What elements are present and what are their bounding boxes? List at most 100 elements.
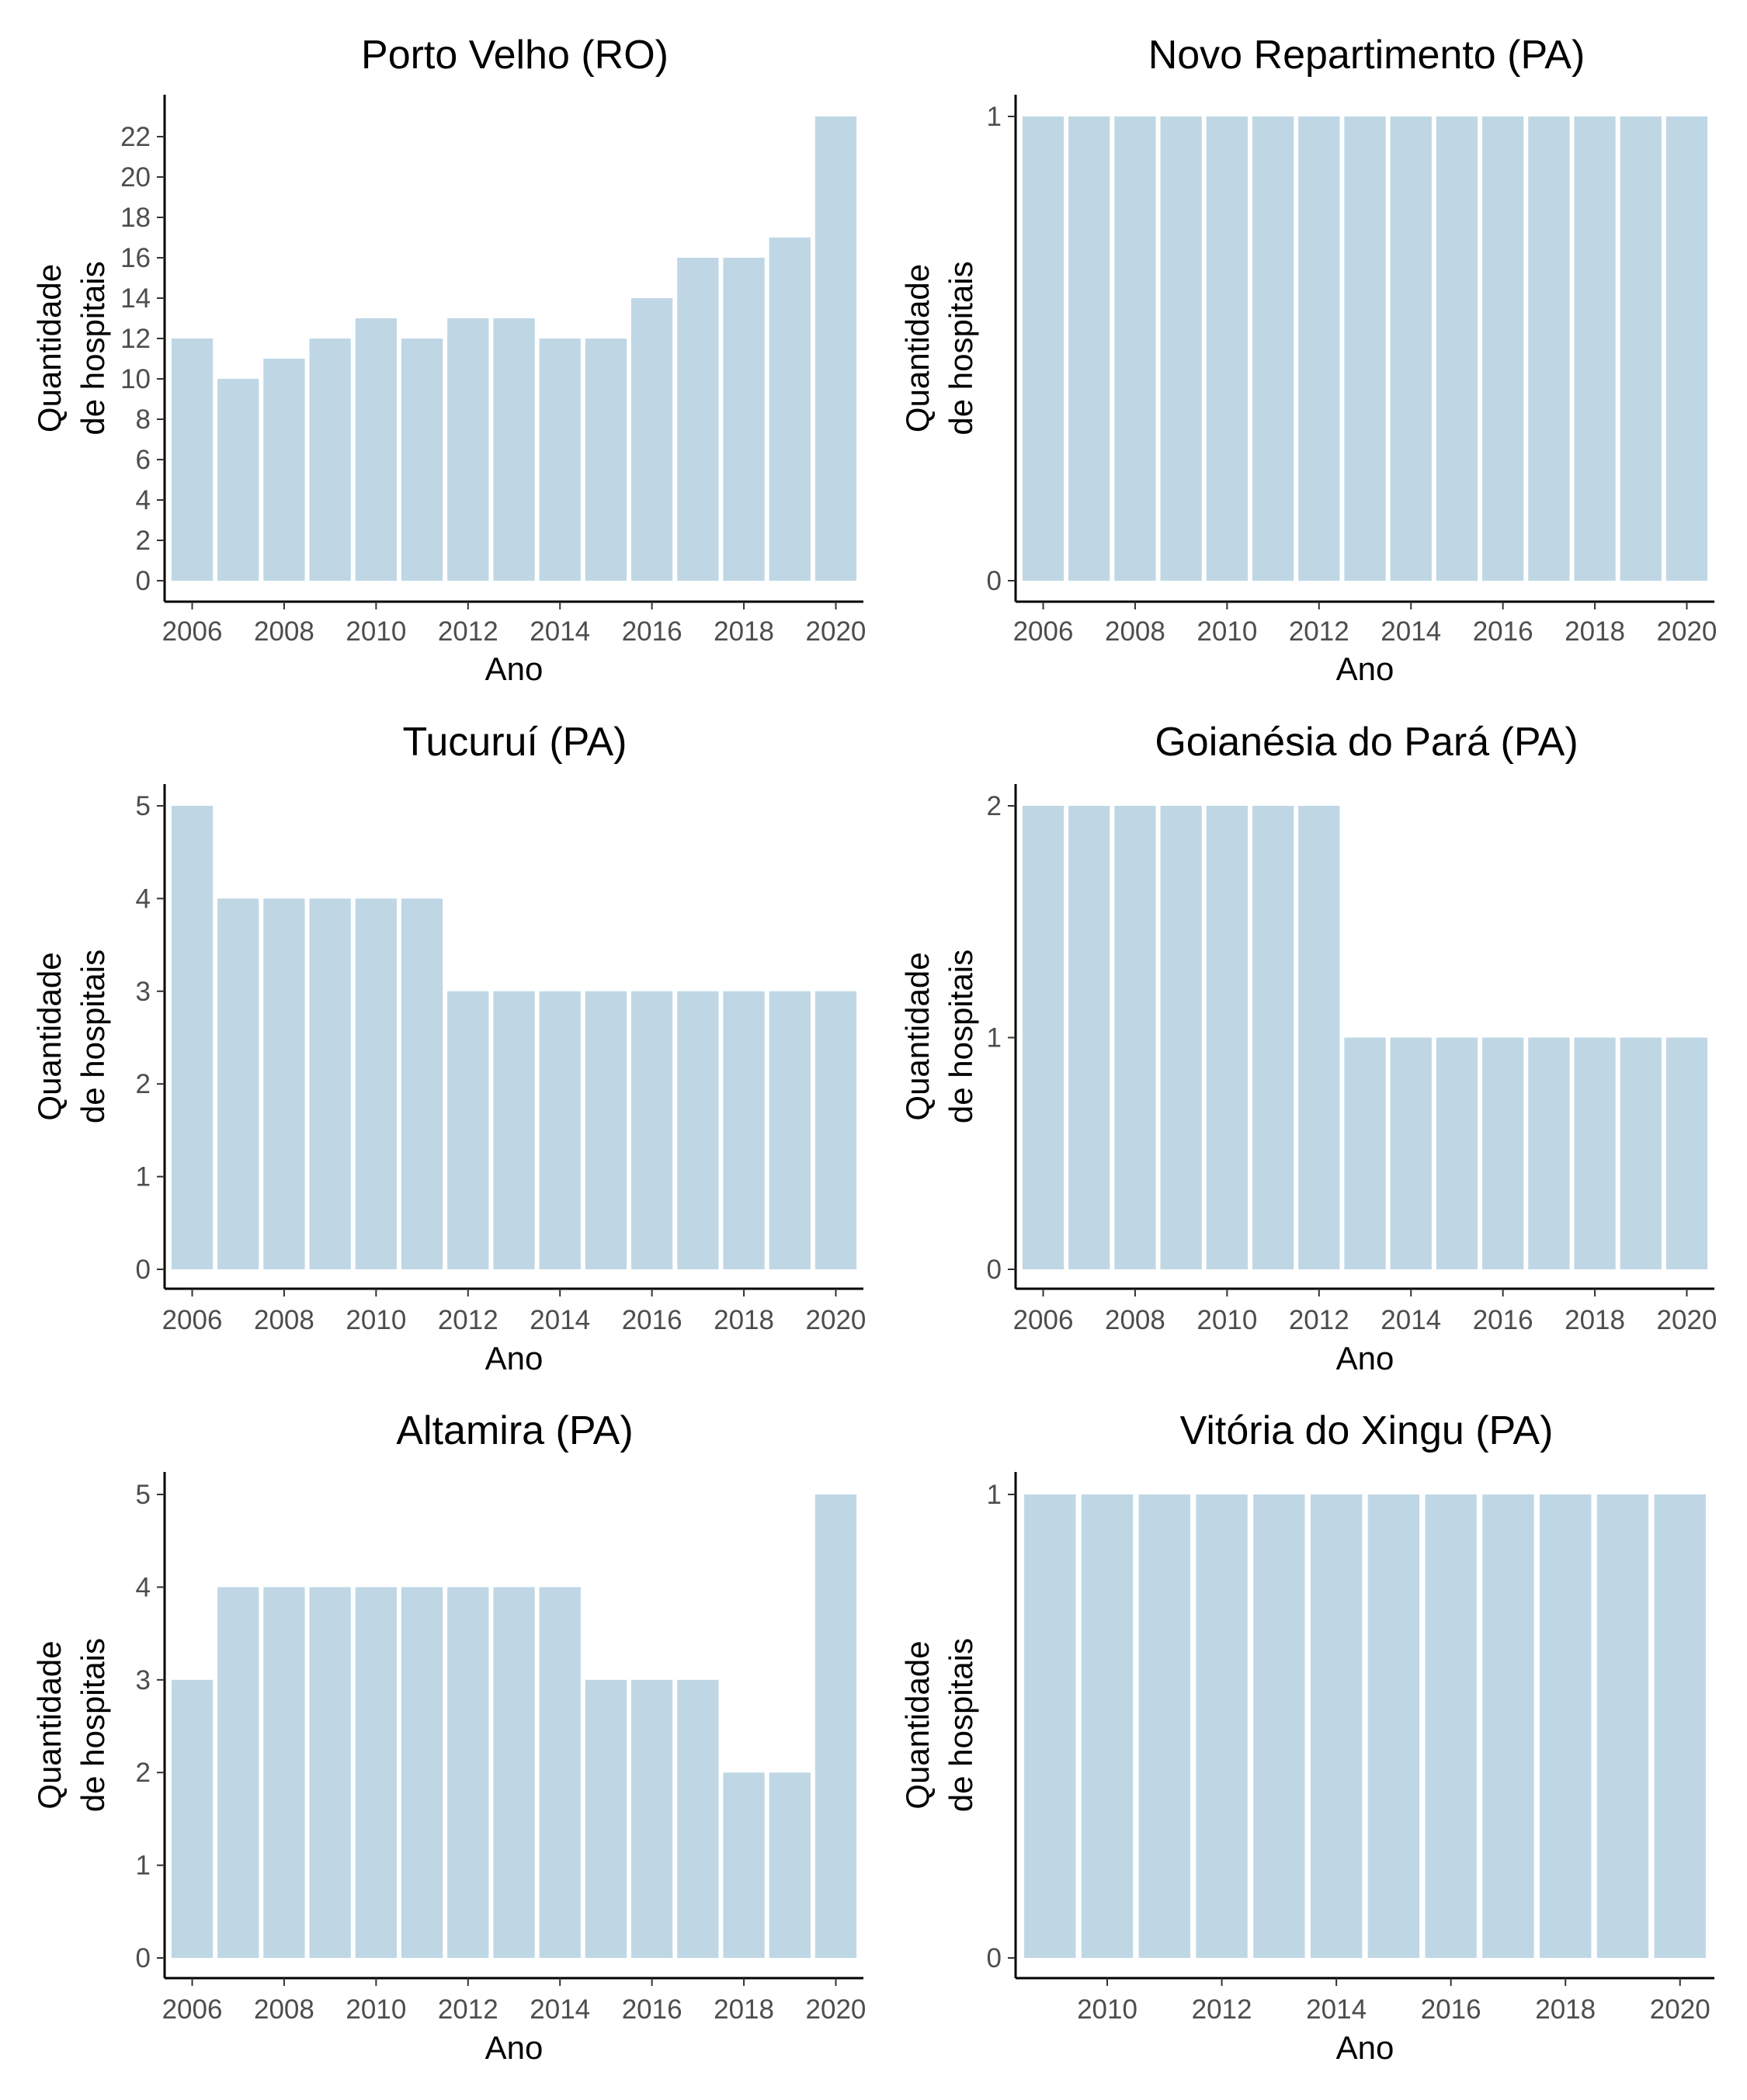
x-tick-label: 2016: [622, 1305, 682, 1335]
x-tick-label: 2020: [1650, 1994, 1711, 2025]
y-tick-label: 2: [136, 526, 151, 556]
y-tick-label: 1: [987, 1023, 1002, 1053]
x-tick-label: 2012: [438, 1305, 498, 1335]
bar-2013: [493, 991, 535, 1269]
y-tick-label: 2: [136, 1758, 151, 1788]
bar-2012: [447, 991, 489, 1269]
x-tick-label: 2016: [1473, 1305, 1533, 1335]
x-tick-label: 2006: [162, 1305, 223, 1335]
bar-2016: [1481, 1037, 1524, 1269]
y-tick-label: 4: [136, 485, 151, 515]
bar-2019: [1620, 1037, 1662, 1269]
bar-2007: [1068, 116, 1110, 581]
bar-2020: [814, 991, 857, 1269]
y-tick-label: 1: [136, 1851, 151, 1881]
x-tick-label: 2010: [1077, 1994, 1137, 2025]
panel-title: Porto Velho (RO): [361, 33, 669, 78]
y-axis-title: de hospitais: [943, 261, 979, 435]
bar-2013: [493, 318, 535, 581]
bar-2010: [1206, 116, 1249, 581]
panel-0: Porto Velho (RO) 0 2 4 6 8 10 12 14 16 18 20 22 2006 2…: [31, 33, 866, 687]
x-tick-label: 2016: [622, 616, 682, 647]
panel-title: Altamira (PA): [396, 1408, 633, 1453]
bar-2009: [1160, 806, 1202, 1269]
y-tick-label: 2: [136, 1069, 151, 1099]
x-tick-label: 2020: [806, 616, 867, 647]
y-tick-label: 4: [136, 1572, 151, 1602]
y-tick-label: 10: [120, 364, 151, 394]
x-tick-label: 2014: [530, 1305, 590, 1335]
x-tick-label: 2018: [1565, 616, 1625, 647]
x-tick-label: 2008: [1105, 1305, 1165, 1335]
panel-title: Tucuruí (PA): [403, 720, 627, 765]
x-tick-label: 2016: [622, 1994, 682, 2025]
bar-2008: [1114, 116, 1156, 581]
x-tick-label: 2010: [346, 1305, 406, 1335]
bar-2017: [1482, 1494, 1534, 1958]
bar-2008: [263, 898, 305, 1269]
x-tick-label: 2018: [714, 616, 774, 647]
bar-2017: [1528, 116, 1570, 581]
bar-2006: [1022, 116, 1065, 581]
bar-2011: [401, 1587, 443, 1958]
bar-2010: [355, 1587, 398, 1958]
x-tick-label: 2020: [806, 1305, 867, 1335]
bar-2017: [1528, 1037, 1570, 1269]
bar-2014: [1310, 1494, 1363, 1958]
bar-2011: [401, 898, 443, 1269]
x-axis-title: Ano: [485, 2029, 544, 2066]
x-axis-title: Ano: [1336, 1340, 1394, 1376]
bar-2006: [171, 338, 214, 581]
bar-2012: [447, 318, 489, 581]
y-axis-title: Quantidade: [899, 952, 936, 1120]
y-tick-label: 14: [120, 283, 151, 314]
y-tick-label: 5: [136, 1480, 151, 1510]
bar-2009: [1160, 116, 1202, 581]
panel-1: Novo Repartimento (PA) 0 1 2006 2008 2010 2012…: [899, 33, 1717, 687]
y-axis-title: Quantidade: [31, 952, 68, 1120]
y-axis-title: de hospitais: [943, 949, 979, 1123]
y-tick-label: 2: [987, 791, 1002, 821]
y-axis-title: Quantidade: [899, 1640, 936, 1809]
x-tick-label: 2006: [1013, 1305, 1074, 1335]
x-tick-label: 2016: [1421, 1994, 1481, 2025]
bar-2019: [1620, 116, 1662, 581]
bar-2013: [1344, 116, 1386, 581]
bar-2011: [1252, 806, 1294, 1269]
x-tick-label: 2020: [1657, 1305, 1717, 1335]
bar-2010: [355, 318, 398, 581]
bar-2016: [630, 1679, 673, 1958]
bar-2016: [630, 298, 673, 581]
x-tick-label: 2010: [1197, 1305, 1257, 1335]
bar-2008: [263, 359, 305, 581]
bar-2009: [309, 338, 351, 581]
y-tick-label: 5: [136, 791, 151, 821]
x-tick-label: 2018: [714, 1305, 774, 1335]
y-axis-title: Quantidade: [899, 264, 936, 432]
bar-2015: [585, 338, 627, 581]
y-axis-title: de hospitais: [943, 1638, 979, 1812]
bar-2018: [1540, 1494, 1592, 1958]
y-tick-label: 0: [136, 1255, 151, 1285]
bar-2009: [309, 1587, 351, 1958]
y-tick-label: 18: [120, 203, 151, 233]
panel-title: Vitória do Xingu (PA): [1180, 1408, 1554, 1453]
bar-2019: [769, 238, 811, 581]
bar-2016: [630, 991, 673, 1269]
x-tick-label: 2014: [1381, 616, 1441, 647]
bar-2009: [309, 898, 351, 1269]
x-tick-label: 2006: [162, 1994, 223, 2025]
y-tick-label: 20: [120, 162, 151, 193]
x-tick-label: 2010: [346, 1994, 406, 2025]
x-tick-label: 2006: [162, 616, 223, 647]
bar-2012: [1298, 116, 1340, 581]
panel-title: Novo Repartimento (PA): [1148, 33, 1585, 78]
y-axis-title: Quantidade: [31, 1640, 68, 1809]
x-tick-label: 2018: [1565, 1305, 1625, 1335]
bar-2017: [677, 1679, 719, 1958]
y-tick-label: 4: [136, 883, 151, 914]
y-tick-label: 3: [136, 977, 151, 1007]
x-tick-label: 2018: [714, 1994, 774, 2025]
